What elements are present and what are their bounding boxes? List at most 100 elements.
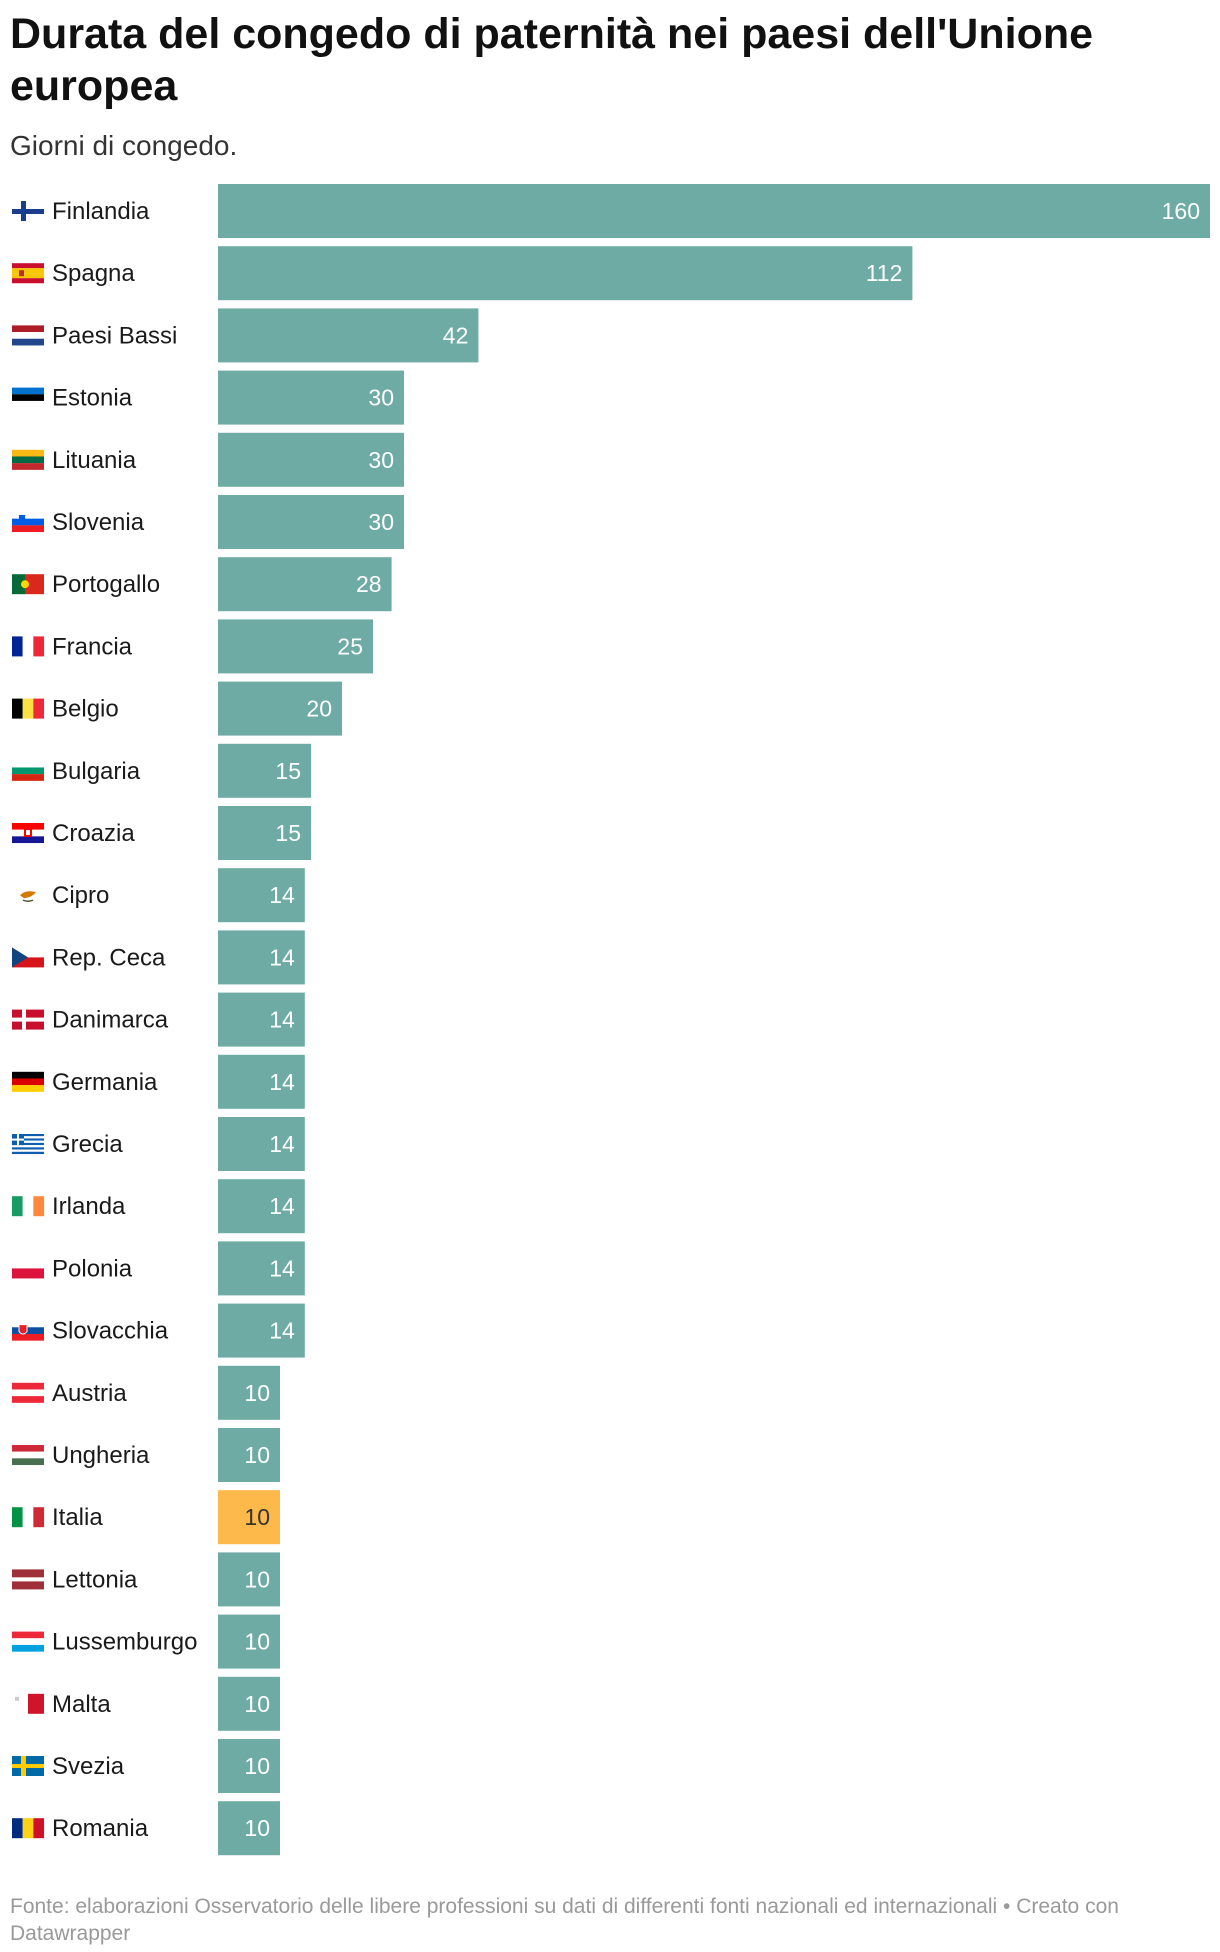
category-label: Francia	[52, 633, 133, 660]
bar	[218, 1365, 280, 1420]
bar-row: Austria 10	[12, 1365, 280, 1420]
bar-row: Francia 25	[12, 619, 373, 674]
bar	[218, 930, 305, 985]
category-label: Danimarca	[52, 1007, 169, 1034]
netherlands-flag-icon	[12, 325, 44, 346]
bar-row: Polonia 14	[12, 1241, 305, 1296]
bar	[218, 1303, 305, 1358]
belgium-flag-icon	[12, 698, 45, 719]
bar	[218, 1676, 280, 1731]
bar-row: Cipro 14	[20, 868, 305, 923]
value-label: 10	[244, 1815, 270, 1841]
romania-flag-icon	[12, 1818, 45, 1839]
bar-row: Croazia 15	[12, 806, 311, 860]
category-label: Svezia	[52, 1753, 125, 1780]
finland-flag-icon	[12, 201, 44, 221]
bar-row: Slovenia 30	[12, 495, 404, 549]
value-label: 10	[244, 1629, 270, 1655]
bar	[218, 495, 404, 549]
bar	[218, 1428, 280, 1482]
value-label: 10	[244, 1566, 270, 1592]
category-label: Malta	[52, 1691, 111, 1718]
bar	[218, 1054, 305, 1109]
category-label: Slovenia	[52, 509, 145, 536]
value-label: 14	[269, 882, 295, 908]
bar	[218, 370, 404, 425]
bar	[218, 681, 342, 736]
value-label: 14	[269, 1193, 295, 1219]
value-label: 10	[244, 1380, 270, 1406]
germany-flag-icon	[12, 1071, 44, 1092]
bar	[218, 1117, 305, 1171]
poland-flag-icon	[12, 1258, 44, 1279]
bar-row: Finlandia 160	[12, 184, 1210, 238]
bar-row: Irlanda 14	[12, 1179, 305, 1234]
value-label: 10	[244, 1504, 270, 1530]
bar	[218, 1241, 305, 1296]
category-label: Croazia	[52, 820, 135, 847]
bar-row: Lettonia 10	[12, 1552, 280, 1607]
source-footer: Fonte: elaborazioni Osservatorio delle l…	[10, 1895, 1119, 1945]
bar	[218, 806, 311, 860]
bar	[218, 432, 404, 487]
value-label: 25	[337, 633, 363, 659]
category-label: Finlandia	[52, 198, 150, 225]
value-label: 14	[269, 944, 295, 970]
malta-flag-icon	[12, 1693, 44, 1714]
value-label: 14	[269, 1007, 295, 1033]
lithuania-flag-icon	[12, 449, 44, 470]
value-label: 15	[275, 758, 301, 784]
value-label: 42	[443, 322, 469, 348]
value-label: 160	[1162, 198, 1200, 224]
chart-subtitle: Giorni di congedo.	[10, 130, 238, 161]
spain-flag-icon	[12, 263, 44, 284]
bar	[218, 557, 392, 612]
luxembourg-flag-icon	[12, 1631, 44, 1652]
bar	[218, 1739, 280, 1793]
bar-row: Slovacchia 14	[12, 1303, 305, 1358]
bar-row: Paesi Bassi 42	[12, 308, 479, 363]
bar-row: Romania 10	[12, 1801, 280, 1856]
value-label: 14	[269, 1069, 295, 1095]
value-label: 14	[269, 1255, 295, 1281]
bar	[218, 308, 479, 363]
slovakia-flag-icon	[12, 1320, 44, 1341]
category-label: Portogallo	[52, 571, 160, 598]
sweden-flag-icon	[12, 1756, 44, 1776]
france-flag-icon	[12, 636, 45, 657]
bar-row: Svezia 10	[12, 1739, 280, 1793]
bar-row: Belgio 20	[12, 681, 342, 736]
value-label: 15	[275, 820, 301, 846]
portugal-flag-icon	[12, 574, 44, 595]
category-label: Belgio	[52, 696, 119, 723]
category-label: Paesi Bassi	[52, 322, 177, 349]
bulgaria-flag-icon	[12, 760, 44, 781]
greece-flag-icon	[12, 1134, 44, 1155]
bar-row: Estonia 30	[12, 370, 404, 425]
bar	[218, 246, 913, 301]
bar	[218, 1490, 280, 1545]
hungary-flag-icon	[12, 1445, 44, 1466]
category-label: Germania	[52, 1069, 158, 1096]
bar	[218, 1614, 280, 1669]
bar	[218, 619, 373, 674]
category-label: Irlanda	[52, 1193, 126, 1220]
slovenia-flag-icon	[12, 512, 44, 533]
bar-row: Ungheria 10	[12, 1428, 280, 1482]
bar-row: Portogallo 28	[12, 557, 392, 612]
value-label: 10	[244, 1691, 270, 1717]
bar-row: Lussemburgo 10	[12, 1614, 280, 1669]
value-label: 14	[269, 1318, 295, 1344]
bar	[218, 1801, 280, 1856]
value-label: 28	[356, 571, 382, 597]
bar-row: Grecia 14	[12, 1117, 305, 1171]
bar	[218, 1179, 305, 1234]
bar-row: Italia 10	[12, 1490, 280, 1545]
austria-flag-icon	[12, 1382, 44, 1403]
category-label: Slovacchia	[52, 1318, 169, 1345]
croatia-flag-icon	[12, 823, 44, 844]
bar-row: Rep. Ceca 14	[12, 930, 305, 985]
cyprus-flag-icon	[20, 891, 36, 902]
category-label: Italia	[52, 1504, 103, 1531]
value-label: 112	[866, 260, 903, 286]
